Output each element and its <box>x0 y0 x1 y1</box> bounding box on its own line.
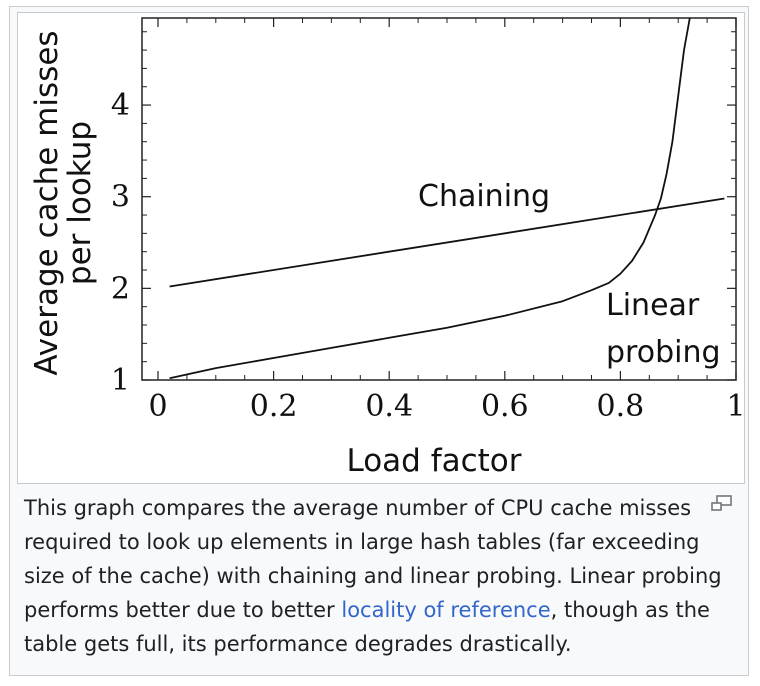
locality-of-reference-link[interactable]: locality of reference <box>341 598 551 622</box>
x-tick-label: 0.4 <box>365 389 413 424</box>
series-label-linear-probing-line2: probing <box>606 335 721 370</box>
series-lines <box>169 17 725 380</box>
y-axis-ticks: 1 2 3 4 <box>111 31 736 398</box>
x-tick-label: 0.8 <box>597 389 645 424</box>
y-axis-title-line1: Average cache misses <box>29 30 65 375</box>
y-tick-label: 4 <box>111 88 130 123</box>
series-line-linear-probing <box>169 17 691 380</box>
x-axis-ticks: 0 0.2 0.4 0.6 0.8 1 <box>148 18 744 424</box>
y-axis-title-line2: per lookup <box>62 121 98 285</box>
chart-image[interactable]: 0 0.2 0.4 0.6 0.8 1 1 2 3 4 Chaining Linear prob… <box>17 12 745 484</box>
series-line-chaining <box>169 197 725 288</box>
x-tick-label: 1 <box>726 389 744 424</box>
y-tick-label: 2 <box>111 271 130 306</box>
caption-text: This graph compares the average number o… <box>24 496 722 622</box>
x-tick-label: 0.6 <box>481 389 529 424</box>
enlarge-icon[interactable] <box>710 495 734 513</box>
caption-text-end: , though as the table gets full, its per… <box>24 598 710 656</box>
y-tick-label: 3 <box>111 180 130 215</box>
plot-area <box>141 17 737 381</box>
figure-frame: 0 0.2 0.4 0.6 0.8 1 1 2 3 4 Chaining Linear prob… <box>9 6 749 676</box>
x-tick-label: 0.2 <box>250 389 298 424</box>
series-label-chaining: Chaining <box>418 179 550 214</box>
y-tick-label: 1 <box>111 363 130 398</box>
x-tick-label: 0 <box>148 389 167 424</box>
x-axis-title: Load factor <box>346 443 521 479</box>
series-label-linear-probing-line1: Linear <box>606 288 700 323</box>
line-chart: 0 0.2 0.4 0.6 0.8 1 1 2 3 4 Chaining Linear prob… <box>29 17 744 479</box>
figure-caption: This graph compares the average number o… <box>24 491 736 661</box>
